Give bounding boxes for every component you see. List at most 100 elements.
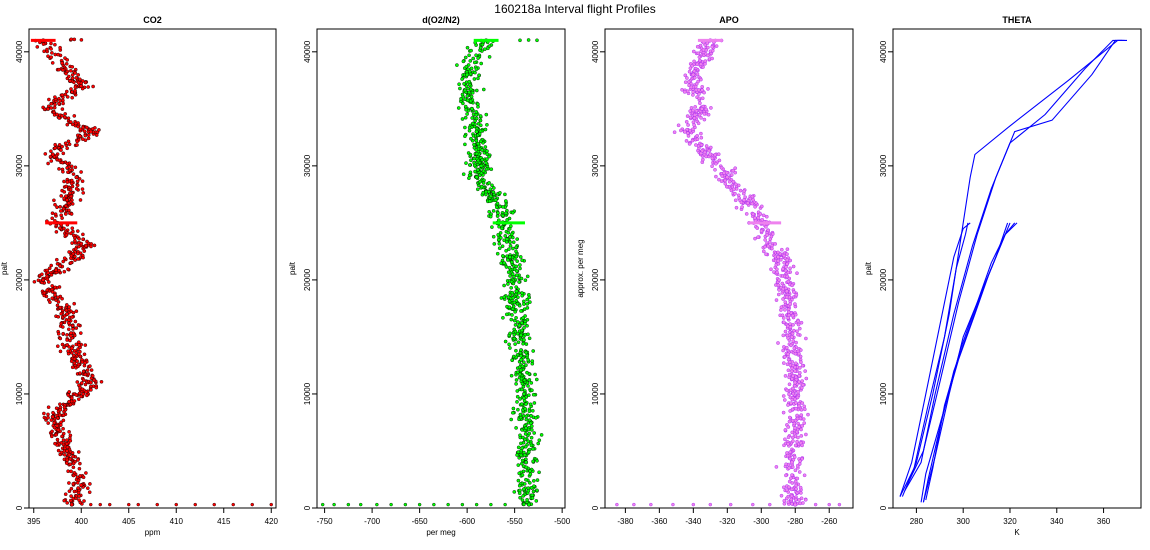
data-point (714, 161, 718, 166)
data-point (65, 461, 69, 466)
data-point (786, 352, 790, 357)
x-tick-label: 420 (265, 517, 279, 526)
data-point (75, 183, 80, 188)
x-tick-label: 300 (957, 517, 971, 526)
data-point (769, 267, 773, 272)
data-point (498, 190, 502, 195)
data-point (801, 417, 806, 421)
data-point (496, 232, 501, 237)
data-point (704, 144, 709, 148)
data-point (499, 296, 504, 300)
data-point (701, 48, 706, 52)
data-point (480, 42, 485, 47)
data-point (796, 332, 800, 337)
data-point (61, 151, 66, 156)
plot-frame (316, 28, 566, 509)
data-point (691, 72, 696, 77)
data-point (500, 254, 505, 258)
data-point (685, 76, 689, 80)
data-point (76, 323, 81, 327)
data-point (788, 456, 792, 461)
data-point (467, 176, 471, 180)
data-point (782, 498, 787, 503)
y-tick-label: 20000 (879, 268, 888, 291)
data-point (78, 127, 83, 131)
data-point (463, 115, 468, 120)
data-point (480, 148, 485, 152)
data-point (798, 326, 802, 331)
data-point (794, 361, 798, 366)
data-point (776, 250, 780, 255)
data-point (88, 364, 92, 368)
data-point (527, 393, 531, 398)
data-point (55, 416, 60, 421)
data-point (710, 164, 714, 168)
data-point (783, 398, 787, 402)
data-point (57, 268, 61, 273)
chart-panel-3: THETA 280 300 320 340 360 0 10000 20000 30000 4000… (864, 15, 1142, 537)
data-point (791, 374, 795, 378)
data-point (522, 360, 526, 365)
data-point (519, 353, 523, 358)
data-point (46, 161, 50, 166)
data-point (472, 156, 477, 161)
data-point (193, 502, 197, 507)
data-point (514, 355, 519, 360)
data-point (469, 158, 473, 163)
data-point (529, 485, 534, 490)
data-point (488, 214, 493, 219)
data-point (86, 136, 91, 141)
data-point (680, 88, 684, 92)
data-point (465, 98, 470, 103)
data-point (515, 237, 520, 241)
data-point (64, 198, 70, 203)
data-point (512, 336, 517, 341)
data-point (522, 326, 526, 330)
data-point (788, 395, 793, 400)
data-point (785, 247, 790, 251)
data-point (73, 165, 78, 170)
data-point (702, 112, 707, 116)
data-point (73, 88, 77, 93)
series-line (904, 39, 1123, 492)
data-point (42, 290, 47, 295)
data-point (510, 358, 515, 363)
data-point (92, 243, 97, 248)
data-point (699, 135, 704, 140)
data-point (54, 432, 59, 437)
data-point (477, 131, 482, 136)
data-point (716, 152, 721, 156)
x-tick-label: -300 (753, 517, 770, 526)
y-axis-label: palt (288, 261, 297, 275)
data-point (67, 429, 71, 434)
data-point (708, 152, 713, 157)
data-point (791, 391, 796, 396)
data-point (487, 154, 491, 159)
data-point (403, 502, 408, 507)
data-point (467, 69, 472, 74)
data-point (533, 372, 537, 377)
data-point (46, 415, 50, 420)
data-point (789, 343, 793, 348)
data-point (55, 112, 59, 117)
data-point (688, 128, 692, 133)
data-point (799, 434, 804, 438)
data-point (474, 129, 479, 134)
data-point (467, 173, 472, 177)
data-point (758, 212, 763, 216)
data-point (515, 259, 520, 264)
data-point (65, 146, 69, 151)
data-point (783, 437, 787, 442)
y-tick-label: 30000 (15, 154, 24, 177)
data-point (70, 90, 74, 94)
data-point (484, 160, 488, 165)
data-point (62, 226, 66, 231)
data-point (510, 210, 515, 215)
figure-title: 160218a Interval flight Profiles (494, 2, 656, 16)
data-point (708, 502, 713, 507)
data-point (509, 417, 514, 422)
data-point (47, 266, 52, 271)
data-point (759, 229, 764, 233)
data-point (739, 200, 744, 205)
data-point (524, 477, 528, 482)
